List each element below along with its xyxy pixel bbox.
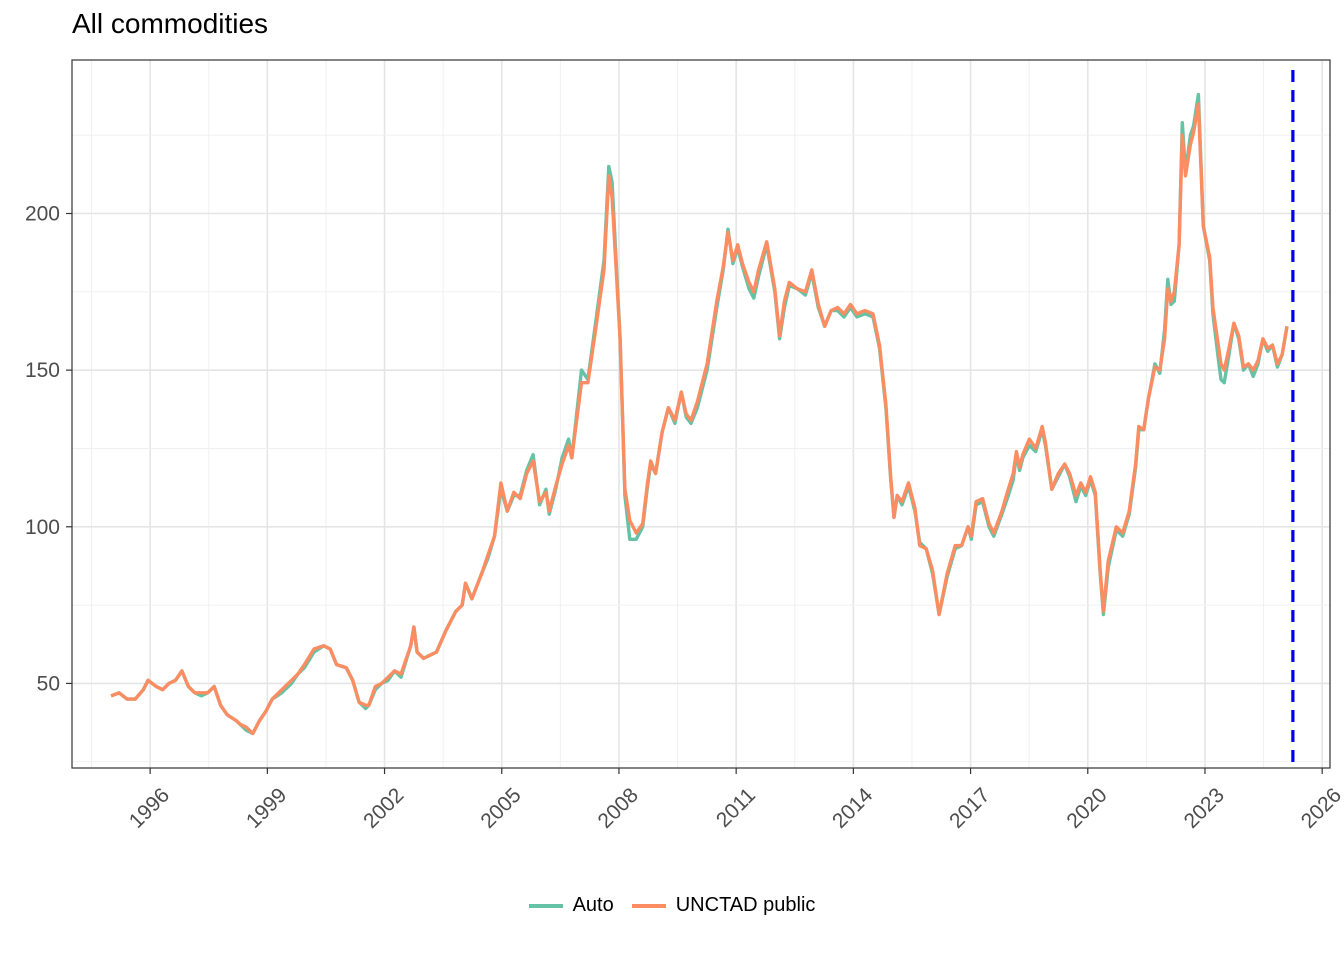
- y-axis: 50 100 150 200: [25, 203, 72, 695]
- legend: Auto UNCTAD public: [0, 894, 1344, 917]
- x-tick-label: 2026: [1297, 784, 1344, 833]
- x-tick-label: 1999: [242, 784, 291, 833]
- x-tick-label: 2008: [594, 784, 643, 833]
- legend-item-unctad: UNCTAD public: [631, 894, 816, 917]
- y-tick-label: 150: [25, 359, 60, 382]
- x-tick-label: 2023: [1180, 784, 1229, 833]
- x-tick-label: 2011: [712, 784, 760, 832]
- series-line-auto: [110, 92, 1289, 736]
- x-tick-label: 2014: [828, 783, 878, 833]
- chart-title: All commodities: [72, 8, 269, 39]
- legend-label-unctad: UNCTAD public: [675, 894, 816, 916]
- x-tick-label: 2002: [359, 784, 408, 833]
- legend-item-auto: Auto: [528, 894, 614, 917]
- grid-lines: [72, 60, 1330, 768]
- y-tick-label: 50: [37, 672, 60, 695]
- x-axis: 1996 1999 2002 2005 2008 2011 2014 2017 2020 2023…: [125, 768, 1344, 833]
- legend-key-unctad: [631, 903, 666, 908]
- x-tick-label: 1996: [125, 784, 174, 833]
- legend-label-auto: Auto: [572, 894, 614, 916]
- chart-plot: 50 100 150 200 1996 1999 2002 2005 2008 2011 2014…: [25, 59, 1344, 833]
- x-tick-label: 2017: [945, 784, 994, 833]
- series-layer: [110, 92, 1289, 736]
- legend-key-auto: [528, 903, 563, 908]
- x-tick-label: 2020: [1062, 784, 1111, 833]
- panel-border: [71, 59, 1331, 769]
- y-tick-label: 100: [25, 516, 60, 539]
- x-tick-label: 2005: [476, 784, 525, 833]
- y-tick-label: 200: [25, 203, 60, 226]
- series-line-unctad-public: [110, 102, 1289, 736]
